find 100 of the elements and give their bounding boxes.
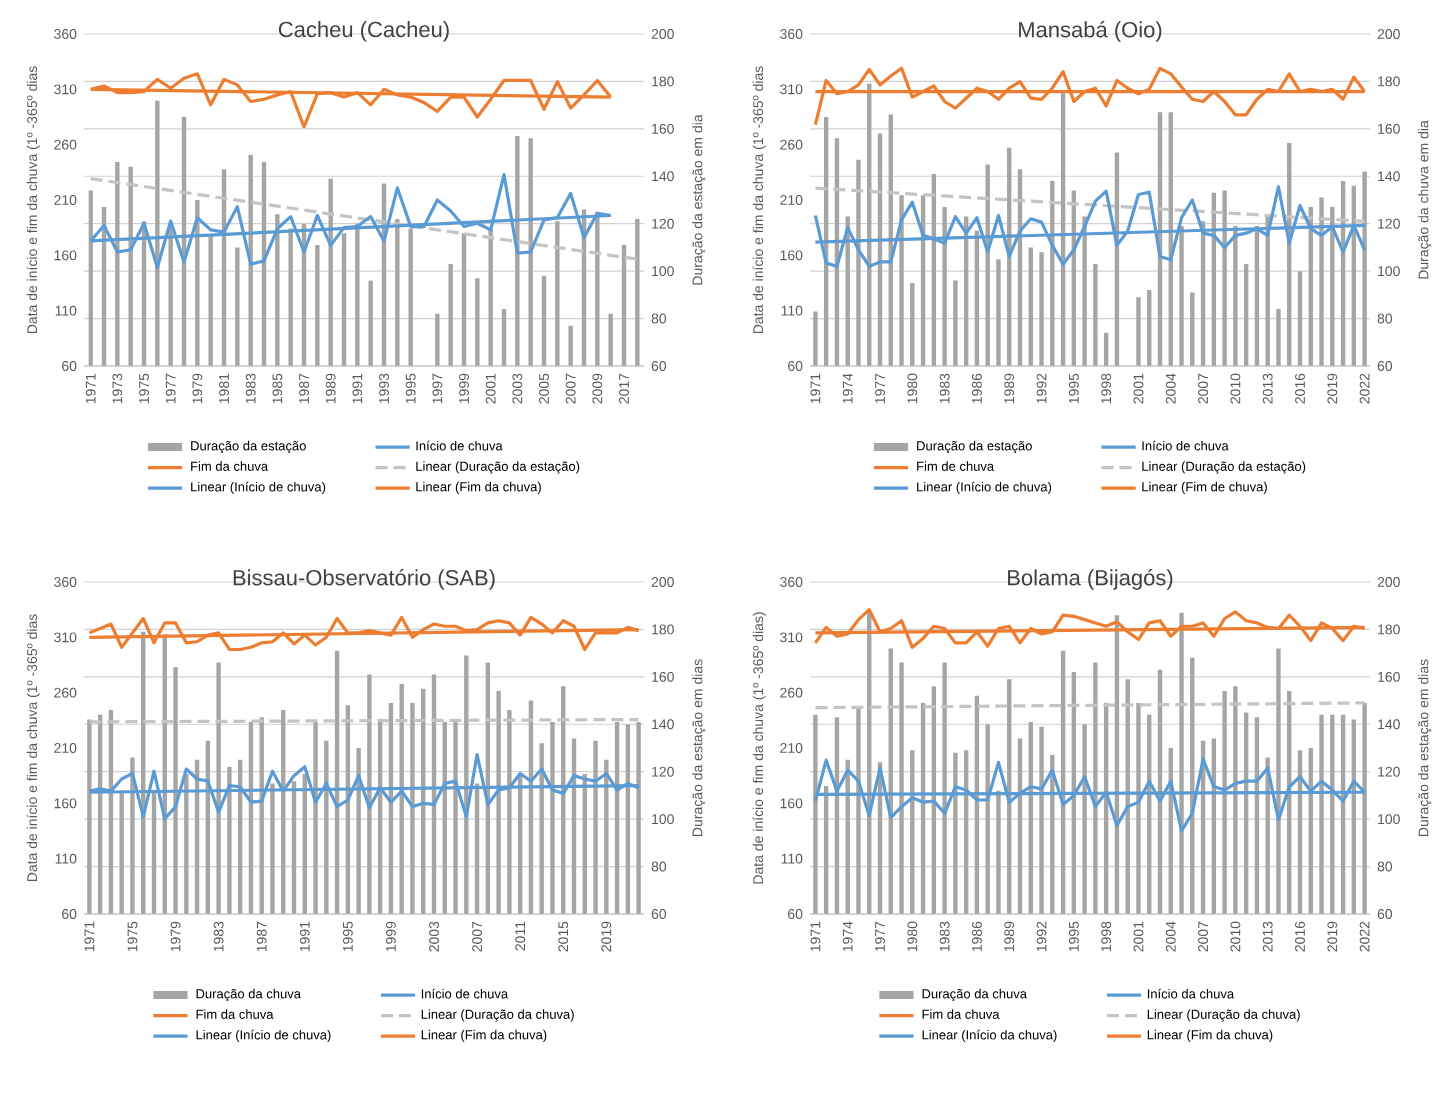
legend-label: Início de chuva (421, 988, 509, 999)
x-tick-label: 2004 (1165, 921, 1176, 952)
x-tick-label: 1979 (192, 373, 203, 404)
x-tick-label: 1983 (939, 373, 950, 404)
x-tick-label: 1995 (1068, 373, 1079, 404)
x-tick-label: 1998 (1101, 921, 1112, 952)
x-tick-label: 1981 (219, 373, 229, 404)
x-tick-label: 2022 (1359, 373, 1370, 404)
x-tick-label: 1987 (299, 373, 309, 404)
x-tick-label: 2001 (1133, 921, 1144, 952)
x-tick-label: 1995 (342, 921, 353, 952)
y2-tick-label: 160 (652, 671, 674, 682)
chart-title: Bolama (Bijagós) (1008, 569, 1173, 590)
x-tick-label: 1977 (875, 373, 885, 404)
y2-axis-title: Duração da chuva em dia (1418, 120, 1432, 279)
y2-tick-label: 80 (651, 861, 667, 872)
x-tick-label: 1991 (352, 373, 363, 404)
legend-label: Fim da chuva (922, 1009, 1000, 1019)
y2-tick-label: 60 (1377, 909, 1393, 919)
x-tick-label: 2013 (1262, 373, 1273, 404)
x-tick-label: 1983 (939, 921, 950, 952)
x-tick-label: 1983 (213, 921, 224, 952)
x-tick-label: 1991 (299, 921, 310, 952)
x-tick-label: 1993 (379, 373, 389, 404)
x-tick-label: 2022 (1359, 921, 1370, 952)
y-tick-label: 210 (54, 743, 77, 753)
y-tick-label: 60 (788, 361, 803, 371)
y2-tick-label: 180 (1378, 624, 1400, 635)
x-tick-label: 2019 (601, 921, 612, 952)
x-tick-label: 1989 (1004, 921, 1015, 952)
x-tick-label: 1975 (127, 921, 138, 952)
x-tick-label: 1992 (1036, 373, 1047, 404)
y2-tick-label: 160 (652, 123, 674, 134)
y-tick-label: 110 (55, 853, 77, 864)
x-tick-label: 2007 (1198, 373, 1209, 404)
x-tick-label: 2016 (1295, 373, 1305, 404)
y-tick-label: 210 (54, 195, 77, 205)
y-tick-label: 160 (780, 250, 803, 261)
y-tick-label: 160 (54, 798, 77, 809)
y2-tick-label: 100 (652, 266, 674, 277)
y2-tick-label: 60 (651, 909, 667, 919)
y2-axis-title: Duração da estação em dia (692, 114, 706, 285)
y-tick-label: 110 (781, 853, 803, 864)
x-tick-label: 1979 (170, 921, 181, 952)
x-tick-label: 1987 (256, 921, 267, 952)
x-tick-label: 1999 (459, 373, 469, 404)
x-tick-label: 2010 (1230, 373, 1241, 404)
y2-tick-label: 80 (1377, 313, 1393, 324)
x-tick-label: 2016 (1295, 921, 1305, 952)
y2-tick-label: 200 (651, 577, 674, 587)
x-tick-label: 1980 (907, 921, 918, 952)
y-axis-title: Data de início e fim da chuva (1º -365º dias) (752, 612, 766, 884)
y-tick-label: 210 (780, 743, 803, 753)
x-tick-label: 2004 (1165, 373, 1176, 404)
y2-axis-title: Duração da estação em dias (1418, 659, 1432, 836)
x-tick-label: 1974 (842, 921, 853, 952)
x-tick-label: 1992 (1036, 921, 1047, 952)
legend-label: Duração da chuva (196, 988, 301, 1002)
chart-title: Bissau-Observatório (SAB) (233, 569, 495, 590)
chart-title: Mansabá (Oio) (1019, 21, 1162, 42)
legend-label: Fim da chuva (196, 1009, 274, 1019)
x-tick-label: 1977 (165, 373, 176, 404)
y-tick-label: 310 (54, 632, 77, 643)
y-tick-label: 360 (54, 29, 77, 39)
legend-label: Linear (Fim de chuva) (1142, 481, 1267, 494)
legend-label: Fim da chuva (191, 461, 269, 471)
y2-tick-label: 120 (1378, 766, 1400, 777)
y-tick-label: 110 (781, 305, 803, 316)
y2-tick-label: 80 (1377, 861, 1393, 872)
y-axis-title: Data de início e fim da chuva (1º -365º dias (26, 614, 40, 882)
x-tick-label: 2011 (515, 921, 526, 951)
y-axis-title: Data de início e fim da chuva (1º -365º dias (26, 66, 40, 334)
y2-tick-label: 140 (1378, 719, 1400, 730)
y2-tick-label: 100 (652, 814, 674, 825)
y-tick-label: 260 (54, 687, 77, 698)
y-tick-label: 60 (62, 361, 77, 371)
y2-tick-label: 200 (1377, 29, 1400, 39)
x-tick-label: 2015 (558, 921, 569, 952)
x-tick-label: 2010 (1230, 921, 1241, 952)
x-tick-label: 1986 (971, 921, 982, 952)
x-tick-label: 1973 (112, 373, 123, 404)
legend-label: Linear (Duração da chuva) (421, 1009, 574, 1022)
y2-tick-label: 60 (1377, 361, 1393, 371)
y2-tick-label: 180 (652, 624, 674, 635)
y-tick-label: 260 (780, 139, 803, 150)
y2-tick-label: 160 (1378, 123, 1400, 134)
x-tick-label: 2019 (1327, 373, 1338, 404)
x-tick-label: 1975 (139, 373, 149, 404)
y2-tick-label: 140 (652, 171, 674, 182)
y2-tick-label: 180 (1378, 76, 1400, 87)
legend-label: Linear (Fim da chuva) (1147, 1029, 1273, 1042)
y-tick-label: 310 (780, 632, 803, 643)
x-tick-label: 1971 (810, 373, 821, 404)
x-tick-label: 1971 (85, 373, 96, 404)
legend-label: Linear (Duração da estação) (1142, 461, 1306, 474)
x-tick-label: 1995 (405, 373, 416, 404)
y-tick-label: 260 (780, 687, 803, 698)
y2-tick-label: 120 (652, 218, 674, 229)
y-tick-label: 360 (780, 29, 803, 39)
legend-label: Linear (Duração da chuva) (1147, 1009, 1300, 1022)
